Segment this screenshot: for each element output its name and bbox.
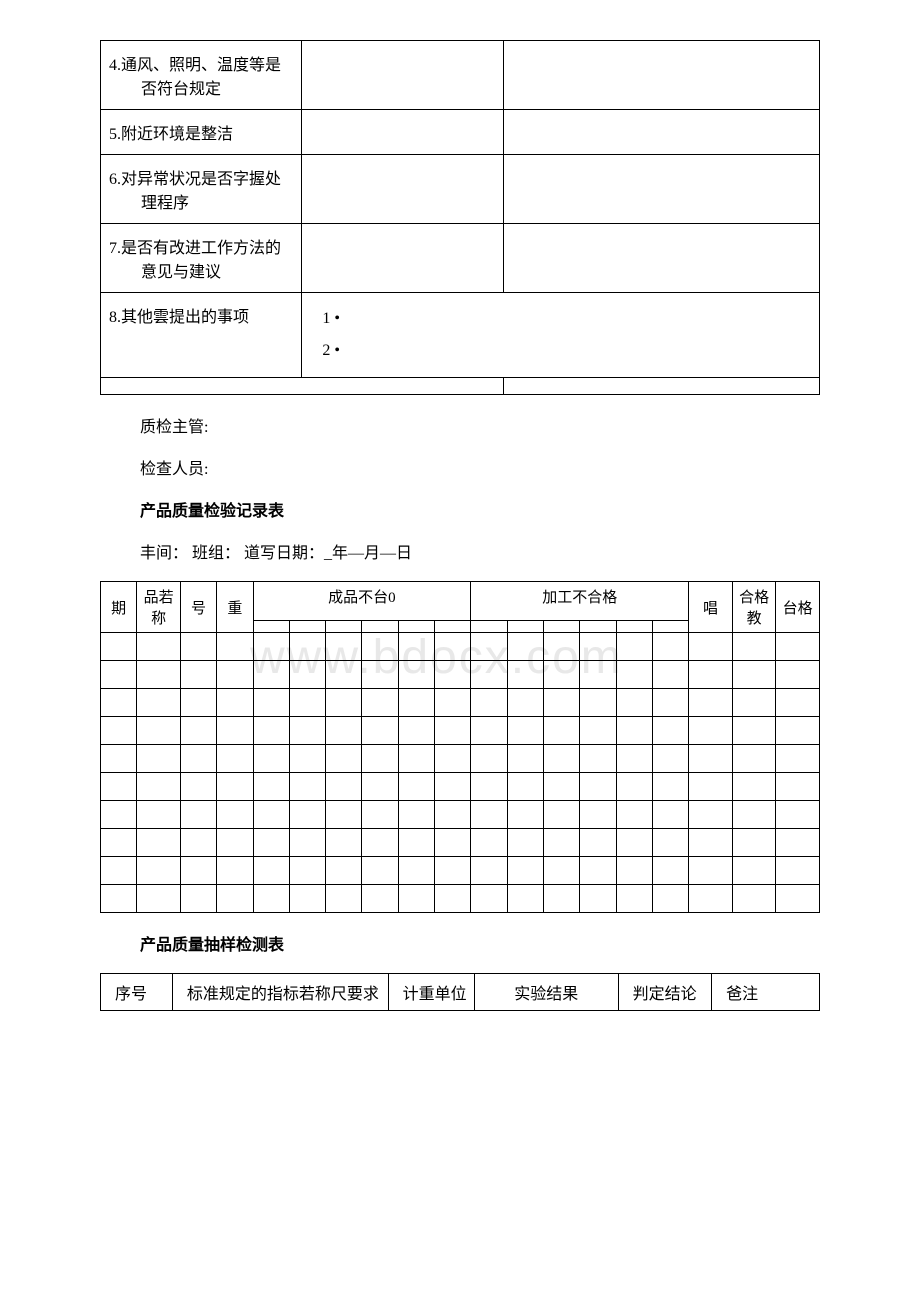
header-conclusion: 判定结论: [618, 974, 711, 1011]
cell-item-4: 4.通风、照明、温度等是否符台规定: [101, 41, 302, 110]
table-row: 7.是否有改进工作方法的意见与建议: [101, 224, 820, 293]
sub-header: [435, 621, 471, 633]
table-row: [101, 633, 820, 661]
cell: [302, 224, 503, 293]
header-period: 期: [101, 582, 137, 633]
sampling-table: 序号 标准规定的指标若称尺要求 计重单位 实验结果 判定结论 爸注: [100, 973, 820, 1011]
sub-header: [580, 621, 616, 633]
supervisor-label: 质检主管:: [140, 413, 820, 437]
header-chang: 唱: [689, 582, 733, 633]
table-row: [101, 378, 820, 395]
table-row: 5.附近环境是整洁: [101, 110, 820, 155]
sub-header: [616, 621, 652, 633]
sub-header: [398, 621, 434, 633]
table-row: [101, 773, 820, 801]
heading-sampling-table: 产品质量抽样检测表: [140, 931, 820, 955]
sub-header: [326, 621, 362, 633]
header-name: 品若称: [137, 582, 181, 633]
cell: [101, 378, 504, 395]
table-row: [101, 801, 820, 829]
table-row: [101, 717, 820, 745]
inspector-label: 检查人员:: [140, 455, 820, 479]
point-2: 2 •: [322, 335, 799, 367]
header-pass: 台格: [776, 582, 820, 633]
sub-header: [507, 621, 543, 633]
table-row: [101, 885, 820, 913]
cell-item-5: 5.附近环境是整洁: [101, 110, 302, 155]
inspection-table-1: 4.通风、照明、温度等是否符台规定 5.附近环境是整洁 6.对异常状况是否字握处…: [100, 40, 820, 395]
sub-header: [544, 621, 580, 633]
table-row: 8.其他雲提出的事项 1 • 2 •: [101, 293, 820, 378]
header-seq: 序号: [101, 974, 173, 1011]
header-standard: 标准规定的指标若称尺要求: [172, 974, 388, 1011]
header-qualified: 合格教: [732, 582, 776, 633]
cell: [302, 155, 503, 224]
table-row: 6.对异常状况是否字握处理程序: [101, 155, 820, 224]
sub-header: [253, 621, 289, 633]
heading-record-table: 产品质量检验记录表: [140, 497, 820, 521]
header-unit: 计重单位: [388, 974, 474, 1011]
table-row: [101, 745, 820, 773]
page-content: 4.通风、照明、温度等是否符台规定 5.附近环境是整洁 6.对异常状况是否字握处…: [100, 40, 820, 1011]
sub-header: [471, 621, 507, 633]
sub-header: [362, 621, 398, 633]
cell: [503, 41, 819, 110]
cell: [302, 41, 503, 110]
cell: [503, 110, 819, 155]
sub-header: [289, 621, 325, 633]
cell: [503, 224, 819, 293]
cell-item-8: 8.其他雲提出的事项: [101, 293, 302, 378]
point-1: 1 •: [322, 303, 799, 335]
cell: [302, 110, 503, 155]
cell: [503, 155, 819, 224]
table-header-row-1: 期 品若称 号 重 成品不台0 加工不合格 唱 合格教 台格: [101, 582, 820, 621]
header-group-finished: 成品不台0: [253, 582, 471, 621]
cell-item-8-content: 1 • 2 •: [302, 293, 820, 378]
cell-item-7: 7.是否有改进工作方法的意见与建议: [101, 224, 302, 293]
header-result: 实验结果: [474, 974, 618, 1011]
table-row: [101, 661, 820, 689]
date-line: 丰间： 班组： 道写日期：_年—月—日: [140, 539, 820, 563]
table-row: 4.通风、照明、温度等是否符台规定: [101, 41, 820, 110]
header-weight: 重: [217, 582, 253, 633]
cell: [503, 378, 819, 395]
sub-header: [652, 621, 688, 633]
quality-record-table: 期 品若称 号 重 成品不台0 加工不合格 唱 合格教 台格: [100, 581, 820, 913]
table-row: [101, 857, 820, 885]
header-number: 号: [180, 582, 216, 633]
header-group-process: 加工不合格: [471, 582, 689, 621]
table-row: [101, 689, 820, 717]
table-header-row: 序号 标准规定的指标若称尺要求 计重单位 实验结果 判定结论 爸注: [101, 974, 820, 1011]
table-row: [101, 829, 820, 857]
header-note: 爸注: [712, 974, 820, 1011]
cell-item-6: 6.对异常状况是否字握处理程序: [101, 155, 302, 224]
